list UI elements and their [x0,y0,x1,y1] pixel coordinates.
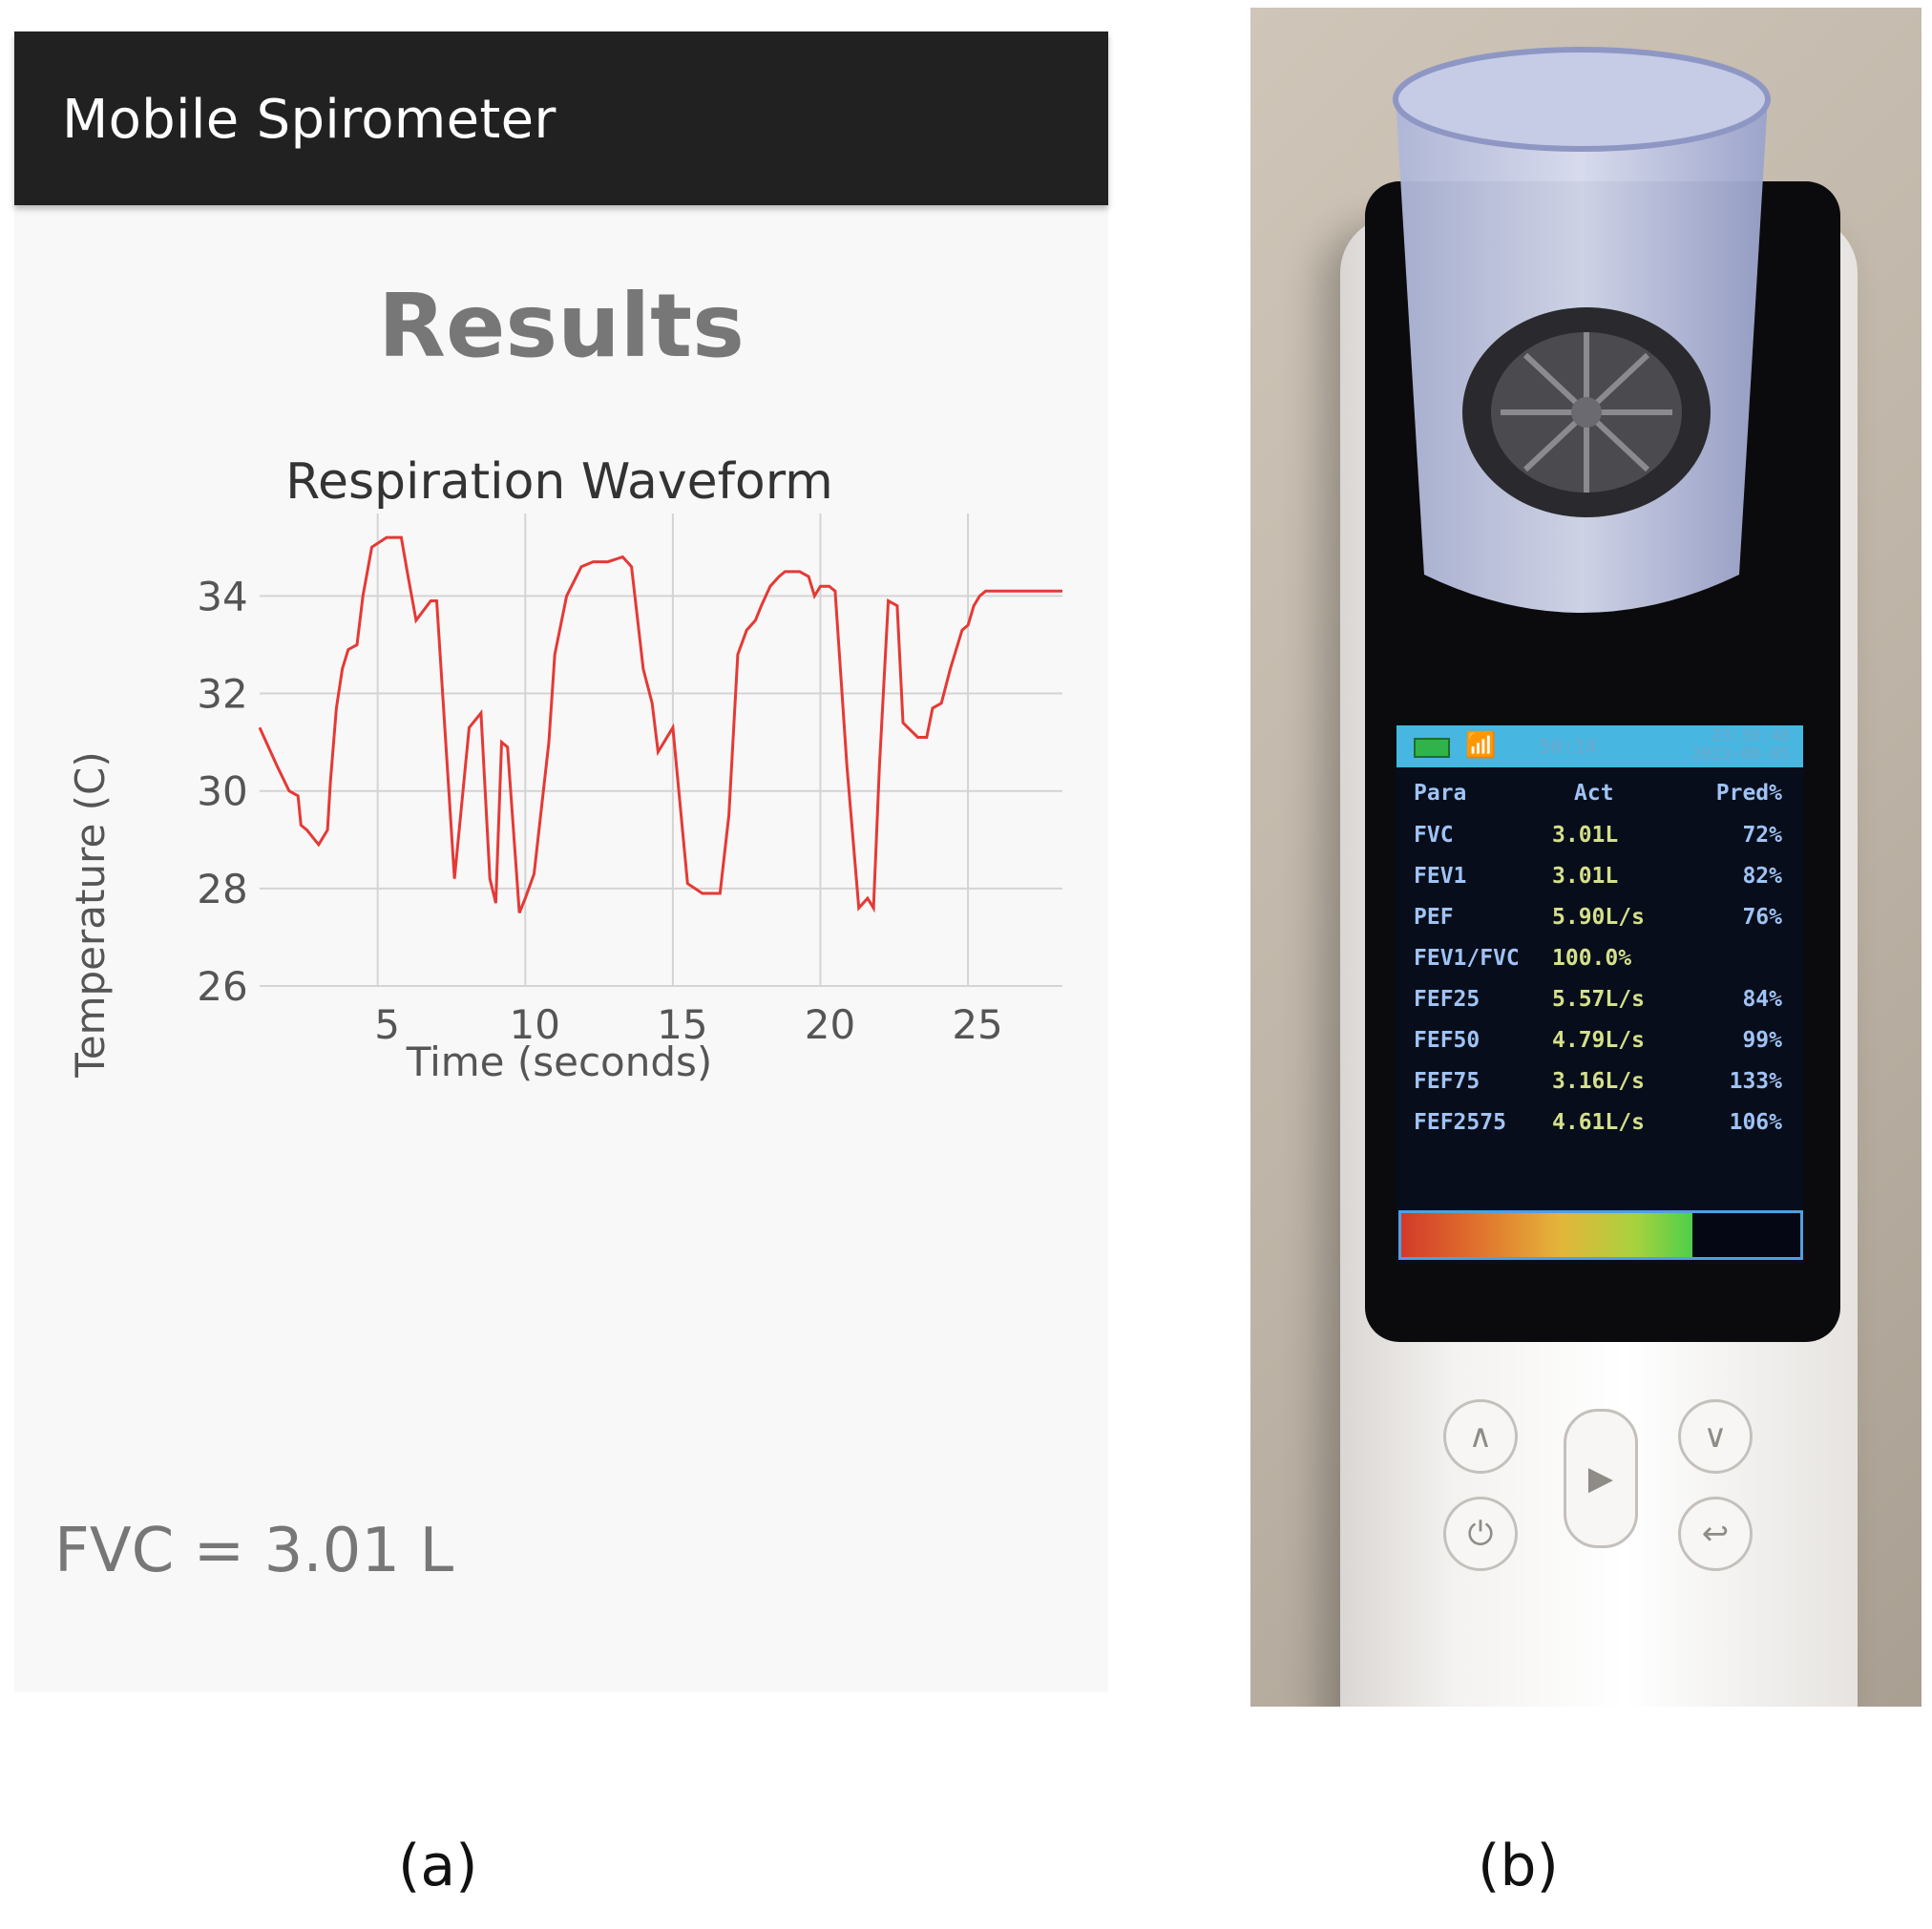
y-tick-label: 30 [197,768,247,815]
mobile-app-screen: Mobile Spirometer Results Respiration Wa… [14,31,1108,1692]
results-heading: Results [378,275,745,377]
x-axis-ticks: 5 10 15 20 25 [374,1001,1002,1048]
lcd-cell-pred: 106% [1729,1110,1782,1135]
lcd-cell-act: 3.01L [1552,864,1619,889]
lcd-cell-pred: 99% [1742,1028,1782,1053]
lcd-cell-pred: 72% [1742,823,1782,848]
x-tick-label: 5 [374,1001,400,1048]
mouthpiece-tube [1393,47,1771,613]
lcd-cell-act: 3.01L [1552,823,1619,848]
play-button[interactable]: ▶ [1564,1409,1638,1548]
lcd-result-row: FEF75 3.16L/s 133% [1396,1069,1803,1107]
lcd-result-row: FEF50 4.79L/s 99% [1396,1028,1803,1066]
lcd-result-row: FEV1 3.01L 82% [1396,864,1803,902]
battery-icon [1414,738,1450,758]
lcd-table-header: Para Act Pred% [1396,781,1803,819]
lcd-cell-para: FEF50 [1414,1028,1480,1053]
lcd-cell-para: PEF [1414,905,1454,930]
lcd-cell-para: FEV1 [1414,864,1467,889]
lcd-result-row: PEF 5.90L/s 76% [1396,905,1803,943]
fvc-result-text: FVC = 3.01 L [54,1516,454,1586]
y-axis-label: Temperature (C) [67,751,114,1079]
lcd-cell-para: FEF25 [1414,987,1480,1012]
x-tick-label: 10 [510,1001,560,1048]
y-tick-label: 28 [197,866,247,912]
lcd-status-bar: 📶 50:14 23:30:40 2023-08-05 [1396,725,1803,767]
lcd-result-row: FEV1/FVC 100.0% [1396,946,1803,984]
temperature-series-line [258,535,1062,913]
wireless-signal-icon: 📶 [1465,731,1497,760]
lcd-cell-para: FEV1/FVC [1414,946,1520,971]
app-title: Mobile Spirometer [62,89,556,151]
lcd-cell-para: FVC [1414,823,1454,848]
lcd-datetime: 23:30:40 2023-08-05 [1692,727,1790,764]
lcd-cell-pred: 133% [1729,1069,1782,1094]
lcd-cell-pred: 76% [1742,905,1782,930]
header-para: Para [1414,781,1467,806]
respiration-waveform-chart: Respiration Waveform 26 28 30 32 34 5 10 15 20 2… [67,453,1062,1085]
lcd-cell-pred: 84% [1742,987,1782,1012]
spirometer-device-photo: 📶 50:14 23:30:40 2023-08-05 Para Act Pre… [1250,8,1922,1707]
effort-progress-bar [1398,1210,1803,1260]
y-axis-ticks: 26 28 30 32 34 [197,573,247,1010]
device-lcd-screen: 📶 50:14 23:30:40 2023-08-05 Para Act Pre… [1396,725,1803,1264]
lcd-cell-act: 4.61L/s [1552,1110,1645,1135]
chart-grid [260,514,1062,987]
x-tick-label: 15 [657,1001,707,1048]
x-tick-label: 20 [805,1001,855,1048]
caption-a: (a) [398,1833,478,1899]
power-button[interactable]: ⏻ [1443,1497,1518,1571]
lcd-result-row: FEF2575 4.61L/s 106% [1396,1110,1803,1148]
header-act: Act [1574,781,1614,806]
lcd-cell-para: FEF2575 [1414,1110,1506,1135]
lcd-cell-act: 100.0% [1552,946,1632,971]
x-tick-label: 25 [952,1001,1002,1048]
chart-title: Respiration Waveform [285,453,833,511]
down-button[interactable]: ∨ [1678,1399,1753,1474]
lcd-result-row: FVC 3.01L 72% [1396,823,1803,861]
lcd-cell-act: 3.16L/s [1552,1069,1645,1094]
lcd-cell-para: FEF75 [1414,1069,1480,1094]
header-pred: Pred% [1715,781,1782,806]
lcd-status-value: 50:14 [1540,735,1598,758]
lcd-date: 2023-08-05 [1691,744,1790,764]
y-tick-label: 34 [197,573,247,619]
back-button[interactable]: ↩ [1678,1497,1753,1571]
lcd-cell-act: 4.79L/s [1552,1028,1645,1053]
y-tick-label: 26 [197,963,247,1010]
lcd-cell-act: 5.57L/s [1552,987,1645,1012]
lcd-result-row: FEF25 5.57L/s 84% [1396,987,1803,1025]
effort-progress-fill [1401,1213,1693,1257]
lcd-cell-pred: 82% [1742,864,1782,889]
lcd-time: 23:30:40 [1712,726,1790,745]
x-axis-label: Time (seconds) [406,1038,713,1085]
lcd-cell-act: 5.90L/s [1552,905,1645,930]
up-button[interactable]: ∧ [1443,1399,1518,1474]
caption-b: (b) [1478,1833,1559,1899]
y-tick-label: 32 [197,671,247,718]
app-toolbar: Mobile Spirometer [14,31,1108,205]
